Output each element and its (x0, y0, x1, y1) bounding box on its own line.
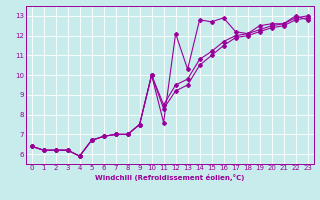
X-axis label: Windchill (Refroidissement éolien,°C): Windchill (Refroidissement éolien,°C) (95, 174, 244, 181)
